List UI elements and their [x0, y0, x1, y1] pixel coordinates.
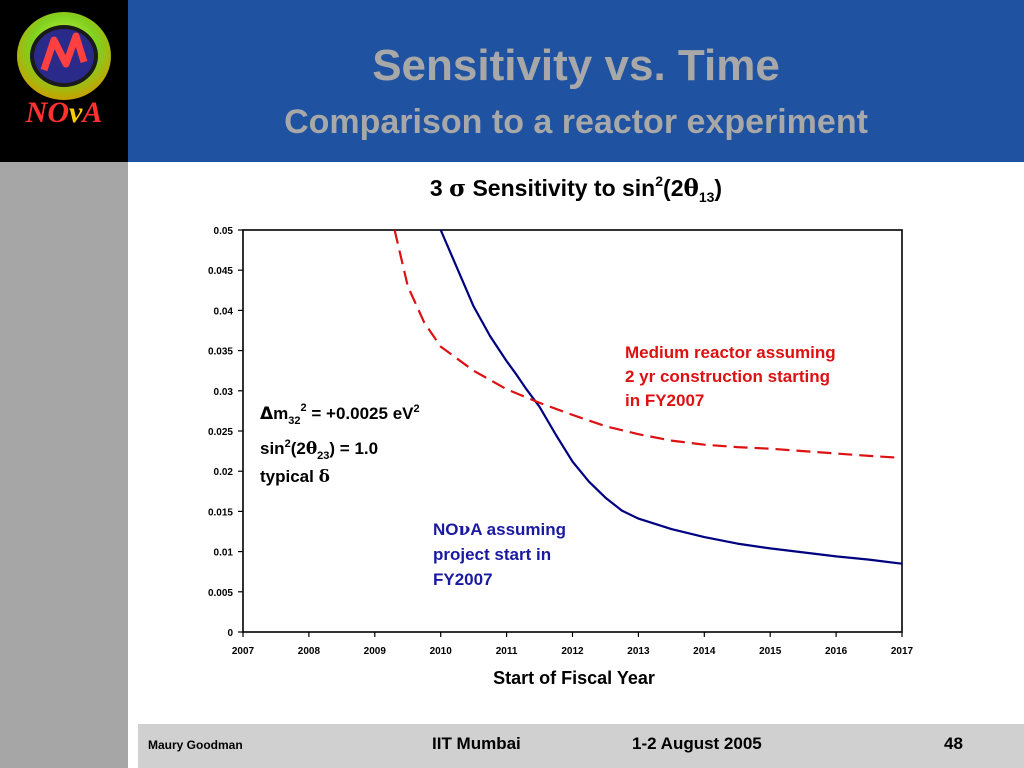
y-tick-label: 0: [227, 628, 233, 639]
footer-author: Maury Goodman: [148, 738, 243, 752]
x-tick-label: 2017: [891, 646, 914, 657]
svg-text:NOνA assuming: NOνA assuming: [433, 520, 566, 540]
y-tick-label: 0.025: [208, 427, 233, 438]
y-tick-label: 0.04: [214, 306, 234, 317]
svg-text:in FY2007: in FY2007: [625, 391, 704, 410]
params-annotation: Δm322 = +0.0025 eV2 sin2(2θ23) = 1.0 typ…: [260, 402, 420, 487]
x-tick-label: 2011: [496, 646, 518, 657]
footer-venue: IIT Mumbai: [432, 734, 521, 753]
y-tick-label: 0.03: [214, 387, 234, 398]
x-tick-label: 2015: [759, 646, 782, 657]
svg-text:Δm322 = +0.0025 eV2: Δm322 = +0.0025 eV2: [260, 402, 420, 427]
slide-title: Sensitivity vs. Time: [372, 41, 780, 90]
svg-text:typical δ: typical δ: [260, 467, 330, 487]
x-tick-label: 2010: [430, 646, 453, 657]
x-tick-label: 2009: [364, 646, 387, 657]
svg-text:FY2007: FY2007: [433, 570, 493, 589]
x-tick-label: 2012: [561, 646, 584, 657]
svg-text:project start in: project start in: [433, 545, 551, 564]
x-axis: 2007 2008 2009 2010 2011 2012 2013 2014 2015 2016…: [232, 632, 914, 657]
chart-title: 3 σ Sensitivity to sin2(2θ13): [430, 173, 722, 205]
y-tick-label: 0.005: [208, 588, 233, 599]
footer-bar: [138, 724, 1024, 768]
y-tick-label: 0.01: [214, 548, 234, 559]
nova-sensitivity-line: [439, 229, 903, 565]
reactor-sensitivity-line: [393, 229, 896, 459]
svg-text:2 yr construction starting: 2 yr construction starting: [625, 367, 830, 386]
y-tick-label: 0.035: [208, 347, 233, 358]
x-axis-label: Start of Fiscal Year: [493, 668, 655, 688]
series-layer: [393, 229, 903, 565]
footer-date: 1-2 August 2005: [632, 734, 762, 753]
plot-area: [242, 229, 903, 633]
x-tick-label: 2013: [627, 646, 650, 657]
footer-page-number: 48: [944, 734, 963, 753]
svg-text:NOνA: NOνA: [25, 96, 103, 129]
y-tick-label: 0.045: [208, 266, 233, 277]
x-tick-label: 2007: [232, 646, 255, 657]
slide-subtitle: Comparison to a reactor experiment: [284, 103, 868, 141]
y-tick-label: 0.05: [214, 226, 234, 237]
x-tick-label: 2008: [298, 646, 321, 657]
sensitivity-chart: 3 σ Sensitivity to sin2(2θ13) 0 0.005 0.01…: [208, 173, 914, 688]
y-tick-label: 0.015: [208, 507, 233, 518]
reactor-label: Medium reactor assuming 2 yr constructio…: [625, 343, 836, 410]
x-tick-label: 2014: [693, 646, 716, 657]
svg-text:sin2(2θ23) = 1.0: sin2(2θ23) = 1.0: [260, 438, 378, 462]
svg-text:Medium reactor assuming: Medium reactor assuming: [625, 343, 836, 362]
left-sidebar-bar: [0, 162, 128, 768]
nova-logo: NOνA: [0, 0, 128, 162]
nova-label: NOνA assuming project start in FY2007: [433, 520, 566, 589]
y-axis: 0 0.005 0.01 0.015 0.02 0.025 0.03 0.035 0.04 0.0…: [208, 226, 243, 639]
x-tick-label: 2016: [825, 646, 848, 657]
header-bar: [128, 0, 1024, 162]
y-tick-label: 0.02: [214, 467, 234, 478]
